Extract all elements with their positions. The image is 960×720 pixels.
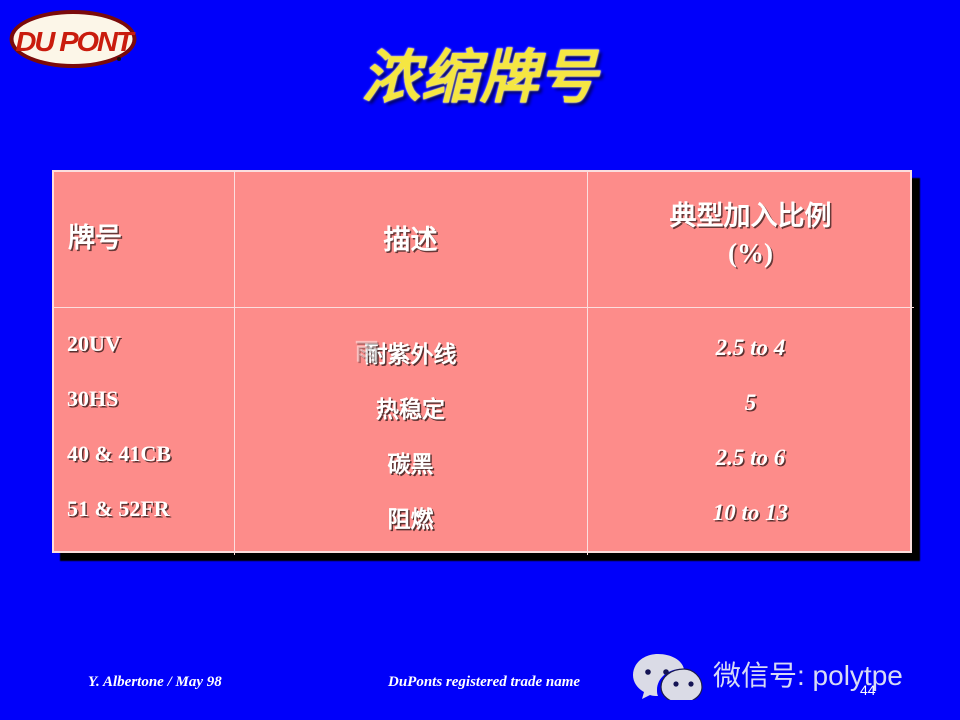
- svg-text:DU PONT: DU PONT: [16, 26, 137, 57]
